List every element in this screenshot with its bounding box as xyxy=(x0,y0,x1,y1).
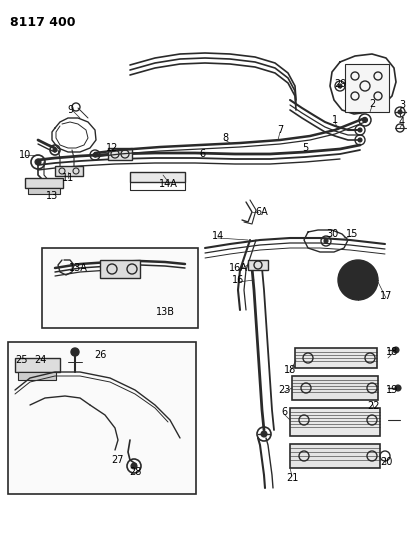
Circle shape xyxy=(323,239,327,243)
Text: 6: 6 xyxy=(198,149,204,159)
Text: 23: 23 xyxy=(277,385,290,395)
Text: 14A: 14A xyxy=(158,179,177,189)
Text: 26: 26 xyxy=(94,350,106,360)
Bar xyxy=(55,166,83,176)
Text: 3: 3 xyxy=(398,100,404,110)
Text: 8117 400: 8117 400 xyxy=(10,16,75,29)
Circle shape xyxy=(93,153,97,157)
Text: 18: 18 xyxy=(283,365,295,375)
Text: 2: 2 xyxy=(368,99,374,109)
Circle shape xyxy=(392,347,398,353)
Text: 8: 8 xyxy=(221,133,227,143)
Circle shape xyxy=(337,260,377,300)
Text: 13A: 13A xyxy=(68,263,87,273)
Text: 11: 11 xyxy=(62,173,74,183)
Bar xyxy=(42,248,198,328)
Text: 24: 24 xyxy=(34,355,46,365)
Text: 25: 25 xyxy=(16,355,28,365)
Text: 15: 15 xyxy=(345,229,357,239)
Circle shape xyxy=(352,275,362,285)
Text: 18: 18 xyxy=(385,347,397,357)
Text: 20: 20 xyxy=(379,457,391,467)
Text: 14: 14 xyxy=(211,231,224,241)
Bar xyxy=(344,64,388,112)
Bar xyxy=(100,260,139,278)
Text: 9: 9 xyxy=(67,105,73,115)
Bar xyxy=(15,358,60,372)
Text: 12: 12 xyxy=(106,143,118,153)
Bar xyxy=(289,408,379,436)
Bar xyxy=(289,444,379,468)
Text: 5: 5 xyxy=(301,143,308,153)
Circle shape xyxy=(71,348,79,356)
Text: 16: 16 xyxy=(231,275,243,285)
Bar xyxy=(294,348,376,368)
Text: 6: 6 xyxy=(280,407,286,417)
Circle shape xyxy=(397,110,401,114)
Text: 7: 7 xyxy=(276,125,283,135)
Text: 29: 29 xyxy=(333,79,345,89)
Circle shape xyxy=(131,463,137,469)
Circle shape xyxy=(261,431,266,437)
Bar xyxy=(18,372,56,380)
Text: 16A: 16A xyxy=(228,263,247,273)
Text: 1: 1 xyxy=(331,115,337,125)
Text: 30: 30 xyxy=(325,229,337,239)
Text: 10: 10 xyxy=(19,150,31,160)
Circle shape xyxy=(394,385,400,391)
Text: 17: 17 xyxy=(379,291,391,301)
Text: 27: 27 xyxy=(112,455,124,465)
Circle shape xyxy=(362,117,366,123)
Text: 6A: 6A xyxy=(255,207,268,217)
Circle shape xyxy=(357,138,361,142)
Circle shape xyxy=(357,128,361,132)
Text: 21: 21 xyxy=(285,473,297,483)
Bar xyxy=(130,172,184,182)
Bar xyxy=(28,188,60,194)
Bar xyxy=(291,376,377,400)
Text: 19: 19 xyxy=(385,385,397,395)
Bar xyxy=(25,178,63,188)
Bar xyxy=(247,260,267,270)
Bar xyxy=(108,148,132,160)
Circle shape xyxy=(337,84,341,88)
Bar xyxy=(8,342,196,494)
Text: 22: 22 xyxy=(367,401,379,411)
Text: 13B: 13B xyxy=(155,307,174,317)
Text: 13: 13 xyxy=(46,191,58,201)
Text: 28: 28 xyxy=(128,467,141,477)
Text: 4: 4 xyxy=(398,117,404,127)
Circle shape xyxy=(53,148,57,152)
Circle shape xyxy=(35,159,41,165)
